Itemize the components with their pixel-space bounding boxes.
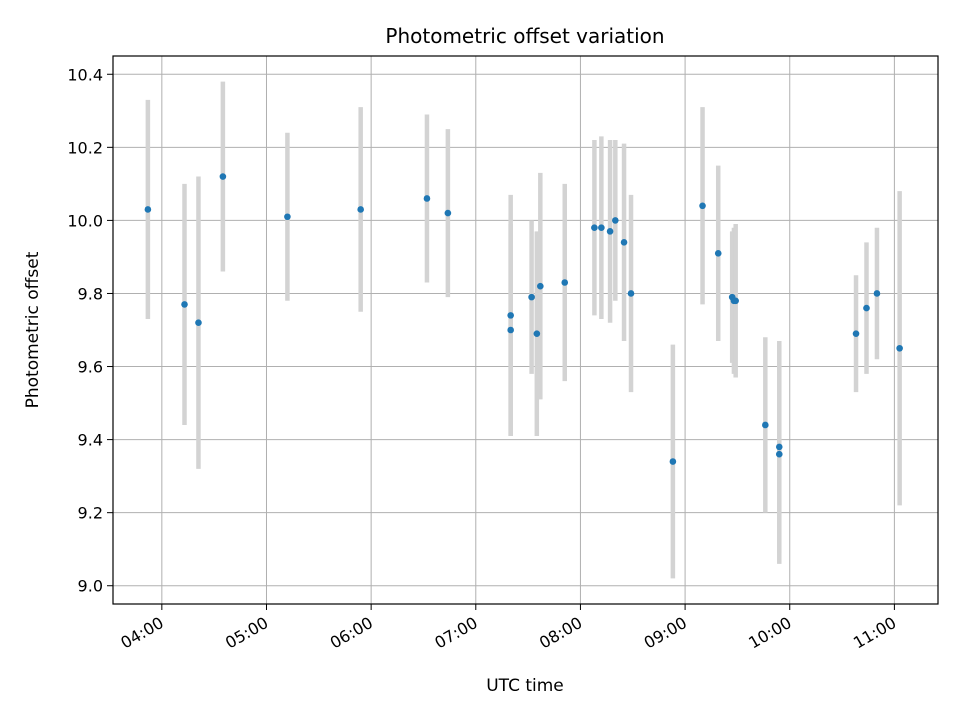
y-axis: 9.0 9.2 9.4 9.6 9.8 10.0 10.2 10.4 xyxy=(67,65,113,596)
data-point xyxy=(762,421,769,429)
data-point xyxy=(775,443,783,451)
y-tick-label: 9.2 xyxy=(78,504,103,523)
y-tick-label: 10.4 xyxy=(67,65,103,84)
data-point xyxy=(181,301,188,308)
data-point xyxy=(507,326,514,334)
data-point xyxy=(444,209,452,217)
data-point xyxy=(775,450,783,458)
data-point xyxy=(195,319,202,326)
data-point xyxy=(620,239,628,246)
data-point xyxy=(591,224,598,232)
data-point xyxy=(873,290,881,297)
y-tick-label: 9.8 xyxy=(78,284,103,303)
plot-frame xyxy=(112,55,939,605)
chart-title: Photometric offset variation xyxy=(385,24,664,48)
data-point xyxy=(528,293,535,301)
data-point xyxy=(598,224,605,232)
data-point xyxy=(699,202,706,210)
data-point xyxy=(669,458,677,465)
data-point xyxy=(561,279,569,286)
data-point xyxy=(612,217,619,224)
data-point xyxy=(537,282,544,290)
y-tick-label: 10.2 xyxy=(67,138,103,157)
data-point xyxy=(284,213,291,221)
data-point xyxy=(863,304,870,312)
grid xyxy=(113,56,938,604)
x-axis-title: UTC time xyxy=(486,676,564,696)
data-point xyxy=(714,249,722,257)
y-tick-label: 9.6 xyxy=(78,358,103,377)
data-point xyxy=(627,290,635,297)
data-point xyxy=(732,297,739,305)
y-tick-label: 9.4 xyxy=(78,431,103,450)
data-point xyxy=(606,228,614,235)
data-point xyxy=(423,195,431,202)
data-point xyxy=(507,312,514,319)
data-point xyxy=(144,206,152,213)
y-axis-title: Photometric offset xyxy=(23,251,43,408)
data-points xyxy=(144,173,903,465)
data-point xyxy=(219,173,227,180)
y-tick-label: 10.0 xyxy=(67,211,103,230)
y-tick-label: 9.0 xyxy=(78,577,103,596)
data-point xyxy=(896,344,903,352)
data-point xyxy=(852,330,860,337)
data-point xyxy=(357,206,364,213)
data-point xyxy=(533,330,541,337)
